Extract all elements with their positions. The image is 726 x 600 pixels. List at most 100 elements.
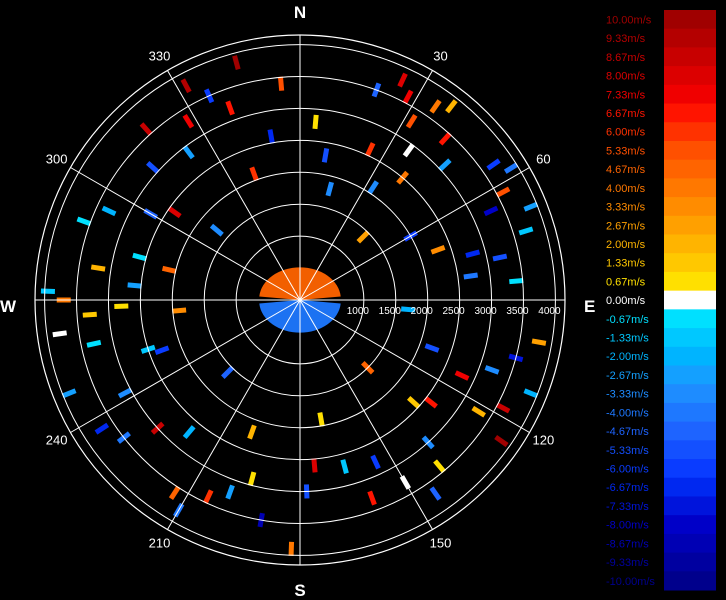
colorbar-swatch-20 (664, 384, 716, 404)
colorbar-label-17: -1.33m/s (606, 333, 649, 345)
range-gate-88 (249, 166, 259, 182)
colorbar-label-21: -4.00m/s (606, 407, 649, 419)
range-gate-49 (168, 485, 181, 501)
colorbar-swatch-27 (664, 515, 716, 535)
range-gate-66 (76, 216, 92, 227)
range-gate-80 (325, 181, 334, 197)
range-gate-87 (209, 223, 224, 237)
range-gate-9 (437, 158, 452, 172)
colorbar-swatch-25 (664, 477, 716, 497)
colorbar-label-4: 7.33m/s (606, 89, 646, 101)
range-gate-29 (495, 402, 511, 414)
colorbar-label-23: -5.33m/s (606, 445, 649, 457)
range-gate-81 (356, 230, 370, 244)
range-gate-5 (429, 99, 442, 114)
range-gate-57 (86, 339, 102, 348)
colorbar-swatch-14 (664, 271, 716, 292)
range-gate-60 (114, 303, 129, 309)
range-gate-38 (370, 454, 381, 470)
range-gate-55 (61, 388, 77, 399)
spoke-120 (299, 299, 530, 433)
range-gate-13 (486, 158, 501, 171)
colorbar-swatch-28 (664, 533, 716, 554)
range-gate-17 (523, 201, 539, 212)
colorbar-swatch-12 (664, 234, 716, 254)
range-gate-30 (471, 405, 486, 418)
colorbar-swatch-30 (664, 571, 716, 591)
compass-south-label: S (294, 581, 305, 600)
range-label-2000: 2000 (411, 306, 434, 317)
range-gate-69 (167, 206, 182, 219)
colorbar-swatch-16 (664, 309, 716, 329)
range-gates (40, 55, 547, 556)
colorbar-label-19: -2.67m/s (606, 370, 649, 382)
colorbar-label-11: 2.67m/s (606, 220, 646, 232)
range-gate-90 (424, 343, 440, 353)
range-gate-92 (154, 345, 170, 355)
colorbar-label-24: -6.00m/s (606, 464, 649, 476)
colorbar-label-3: 8.00m/s (606, 71, 646, 83)
range-gate-41 (311, 458, 318, 473)
angle-label-30: 30 (433, 49, 447, 64)
velocity-colorbar: 10.00m/s 9.33m/s 8.67m/s 8.00m/s 7.33m/s 6.67… (606, 10, 716, 591)
spoke-300 (70, 167, 301, 301)
range-label-3000: 3000 (474, 306, 497, 317)
colorbar-label-15: 0.00m/s (606, 295, 646, 307)
range-gate-70 (146, 161, 160, 175)
range-gate-62 (40, 288, 56, 294)
range-gate-79 (277, 76, 285, 91)
range-gate-43 (288, 541, 295, 556)
range-gate-4 (405, 114, 418, 129)
colorbar-label-9: 4.00m/s (606, 183, 646, 195)
range-gate-50 (182, 425, 196, 440)
colorbar-label-8: 4.67m/s (606, 164, 646, 176)
colorbar-label-25: -6.67m/s (606, 482, 649, 494)
colorbar-swatch-22 (664, 421, 716, 441)
range-gate-72 (182, 145, 195, 160)
colorbar-swatch-2 (664, 47, 716, 67)
polar-grid (34, 34, 566, 566)
colorbar-label-7: 5.33m/s (606, 145, 646, 157)
colorbar-swatch-0 (664, 10, 716, 30)
spoke-330 (167, 70, 301, 301)
polar-labels: N E S W 30 60 120 150 210 240 300 330 1000 1500 20… (0, 3, 595, 600)
range-gate-53 (94, 422, 110, 435)
range-gate-16 (483, 205, 499, 217)
range-gate-65 (161, 265, 177, 274)
colorbar-label-5: 6.67m/s (606, 108, 646, 120)
range-gate-8 (438, 131, 452, 146)
colorbar-swatch-1 (664, 28, 716, 48)
colorbar-swatch-29 (664, 552, 716, 572)
colorbar-label-28: -8.67m/s (606, 538, 649, 550)
colorbar-swatch-17 (664, 328, 716, 348)
range-label-1500: 1500 (379, 306, 402, 317)
range-gate-0 (312, 114, 319, 130)
range-gate-59 (82, 311, 97, 318)
range-gate-33 (407, 396, 421, 410)
range-gate-84 (317, 412, 325, 427)
range-gate-31 (494, 434, 509, 448)
range-gate-3 (402, 89, 414, 105)
range-gate-46 (225, 484, 235, 500)
range-label-1000: 1000 (347, 306, 370, 317)
range-gate-94 (321, 148, 330, 163)
range-gate-12 (364, 142, 376, 157)
range-gate-15 (495, 186, 511, 198)
colorbar-label-16: -0.67m/s (606, 314, 649, 326)
colorbar-label-13: 1.33m/s (606, 258, 646, 270)
range-gate-86 (171, 307, 187, 314)
range-gate-20 (465, 249, 481, 258)
compass-east-label: E (584, 297, 595, 316)
angle-label-240: 240 (46, 433, 68, 448)
range-gate-28 (454, 370, 470, 381)
range-gate-36 (429, 486, 442, 501)
range-gate-22 (463, 272, 479, 280)
colorbar-swatch-11 (664, 215, 716, 236)
colorbar-swatch-18 (664, 346, 716, 366)
range-gate-45 (247, 471, 257, 487)
range-gate-32 (423, 395, 438, 409)
range-gate-14 (503, 162, 519, 174)
angle-label-300: 300 (46, 152, 68, 167)
range-label-2500: 2500 (443, 306, 466, 317)
colorbar-swatch-9 (664, 178, 716, 198)
